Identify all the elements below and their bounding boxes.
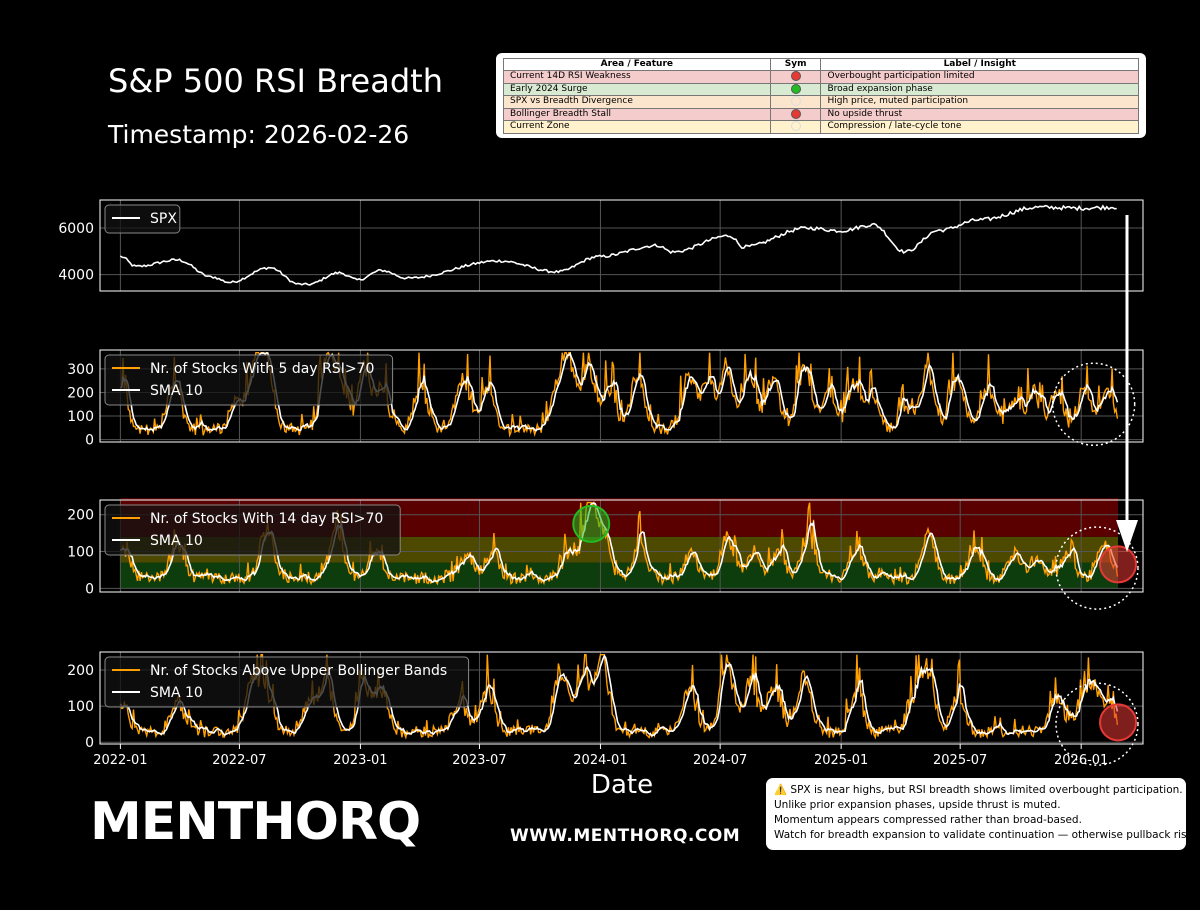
legend-label: Nr. of Stocks Above Upper Bollinger Band…	[150, 663, 447, 679]
chart-panel: 4000 6000 SPX	[58, 199, 1144, 292]
page-title: S&P 500 RSI Breadth	[108, 62, 443, 100]
x-tick-label: 2026-01	[1054, 753, 1108, 768]
insight-feature: Current Zone	[503, 120, 771, 134]
x-tick-label: 2022-01	[93, 753, 147, 768]
x-tick-label: 2024-07	[693, 753, 747, 768]
axes-frame	[99, 199, 1144, 292]
status-dot-icon	[790, 71, 801, 81]
legend-box	[104, 656, 470, 708]
note-line: Unlike prior expansion phases, upside th…	[774, 799, 1061, 811]
series-line-spx	[119, 204, 1117, 286]
chart-panel: 0 100 200 Nr. of Stocks With 14 day RSI>70 S…	[67, 498, 1144, 610]
x-tick-label: 2022-07	[212, 753, 266, 768]
legend-label: Nr. of Stocks With 5 day RSI>70	[150, 361, 374, 377]
legend-label: SMA 10	[150, 685, 203, 701]
y-tick-label: 100	[67, 409, 94, 425]
legend-label: SMA 10	[150, 533, 203, 549]
y-tick-label: 0	[85, 433, 94, 449]
highlight-marker	[1099, 545, 1138, 584]
x-tick-label: 2025-07	[933, 753, 987, 768]
insight-table: Area / Feature Sym Label / Insight Curre…	[496, 53, 1146, 138]
logo-text: MENTHORQ	[90, 792, 421, 852]
y-tick-label: 100	[67, 699, 94, 715]
y-tick-label: 200	[67, 385, 94, 401]
x-tick-label: 2024-01	[573, 753, 627, 768]
y-tick-label: 200	[67, 508, 94, 524]
chart-panel: 0 100 200 300 Nr. of Stocks With 5 day RSI>7…	[67, 349, 1144, 449]
insight-row: Early 2024 Surge Broad expansion phase	[503, 82, 1139, 96]
dotted-highlight-circle	[1051, 362, 1136, 447]
status-dot-icon	[790, 96, 801, 106]
insight-row: Current Zone Compression / late-cycle ton…	[503, 120, 1139, 134]
website-url: WWW.MENTHORQ.COM	[510, 826, 741, 846]
note-line: Momentum appears compressed rather than …	[774, 814, 1082, 826]
insight-symbol	[769, 120, 822, 134]
series-line-sma	[120, 502, 1119, 583]
legend-label: SPX	[150, 211, 177, 227]
legend-box	[104, 204, 181, 234]
axes-frame	[99, 499, 1144, 593]
dotted-highlight-circle	[1055, 526, 1139, 610]
timestamp: Timestamp: 2026-02-26	[108, 120, 410, 149]
axes-frame	[99, 651, 1144, 745]
dotted-highlight-circle	[1055, 682, 1139, 766]
breadth-charts: 4000 6000 SPX 0 100 200 300 Nr. of Stocks With …	[58, 199, 1144, 800]
column-header-label: Label / Insight	[820, 58, 1139, 71]
x-tick-label: 2023-07	[452, 753, 506, 768]
legend-box	[104, 354, 394, 406]
y-tick-label: 300	[67, 362, 94, 378]
x-tick-label: 2025-01	[814, 753, 868, 768]
status-dot-icon	[790, 121, 801, 131]
note-line: Watch for breadth expansion to validate …	[774, 829, 1200, 841]
legend-box	[104, 504, 401, 556]
column-header-feature: Area / Feature	[503, 58, 771, 71]
column-header-sym: Sym	[769, 58, 822, 71]
status-dot-icon	[790, 108, 801, 119]
highlight-marker	[1099, 703, 1138, 742]
series-line-count	[119, 654, 1119, 740]
note-line: ⚠️ SPX is near highs, but RSI breadth sh…	[774, 784, 1183, 796]
legend-label: Nr. of Stocks With 14 day RSI>70	[150, 511, 383, 527]
commentary-box: ⚠️ SPX is near highs, but RSI breadth sh…	[766, 778, 1200, 850]
y-tick-label: 6000	[58, 221, 94, 237]
series-line-sma	[119, 654, 1119, 737]
series-line-sma	[120, 351, 1119, 433]
y-tick-label: 0	[85, 581, 94, 597]
y-tick-label: 0	[85, 735, 94, 751]
highlight-marker	[572, 504, 611, 543]
y-tick-label: 200	[67, 663, 94, 679]
insight-row: Current 14D RSI Weakness Overbought parti…	[503, 70, 1139, 84]
y-tick-label: 4000	[58, 268, 94, 284]
chart-panel: 0 100 200 Nr. of Stocks Above Upper Bolling…	[67, 651, 1144, 800]
menthorq-logo: MENTHORQ	[90, 792, 450, 872]
legend-label: SMA 10	[150, 383, 203, 399]
x-tick-label: 2023-01	[333, 753, 387, 768]
x-axis-label: Date	[591, 770, 653, 800]
y-tick-label: 100	[67, 545, 94, 561]
axes-frame	[99, 349, 1144, 443]
insight-row: Bollinger Breadth Stall No upside thrust	[503, 107, 1139, 121]
arrow-down-icon	[1116, 520, 1138, 552]
insight-label: Compression / late-cycle tone	[820, 120, 1139, 134]
status-dot-icon	[790, 83, 801, 94]
